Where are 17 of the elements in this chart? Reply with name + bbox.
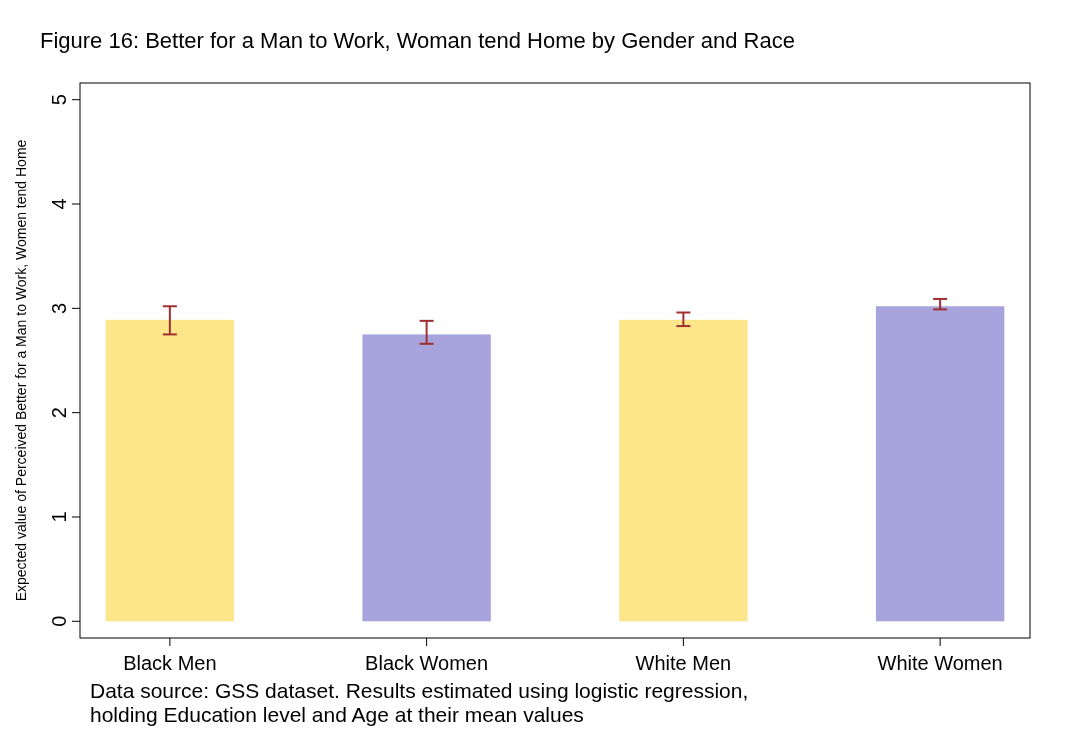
source-note: Data source: GSS dataset. Results estimated using logistic regression, holding Education level and Age at their mean values <box>90 679 749 726</box>
x-tick-label: Black Women <box>365 652 489 674</box>
chart-title: Figure 16: Better for a Man to Work, Woman tend Home by Gender and Race <box>40 28 795 53</box>
y-tick-label: 0 <box>48 615 70 627</box>
x-tick-label: Black Men <box>123 652 217 674</box>
y-axis-title: Expected value of Perceived Better for a Man to Work, Women tend Home <box>13 139 29 602</box>
bar <box>362 334 491 622</box>
x-tick-label: White Women <box>877 652 1003 674</box>
bar <box>875 306 1005 622</box>
y-tick-label: 1 <box>48 511 70 523</box>
bar <box>619 319 748 622</box>
y-tick-label: 4 <box>48 198 70 210</box>
y-tick-label: 5 <box>48 94 70 106</box>
y-tick-label: 2 <box>48 407 70 419</box>
bar <box>105 319 235 622</box>
x-tick-label: White Men <box>635 652 732 674</box>
y-tick-label: 3 <box>48 302 70 314</box>
